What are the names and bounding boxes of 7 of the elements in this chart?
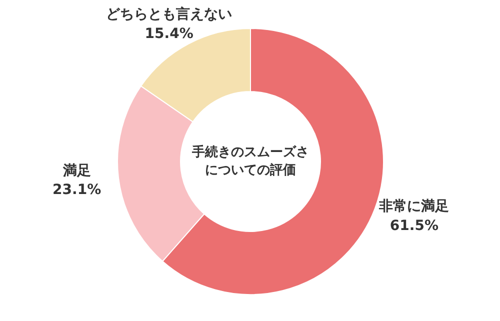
slice-label: 非常に満足 — [378, 198, 450, 215]
data-label: 23.1% — [52, 182, 102, 198]
text: 手続きのスムーズさについての評価 — [191, 144, 309, 178]
data-label: 15.4% — [144, 26, 194, 42]
data-label: 61.5% — [390, 218, 438, 234]
slice-label: どちらとも言えない — [106, 6, 232, 23]
slice-label: 満足 — [62, 162, 91, 179]
